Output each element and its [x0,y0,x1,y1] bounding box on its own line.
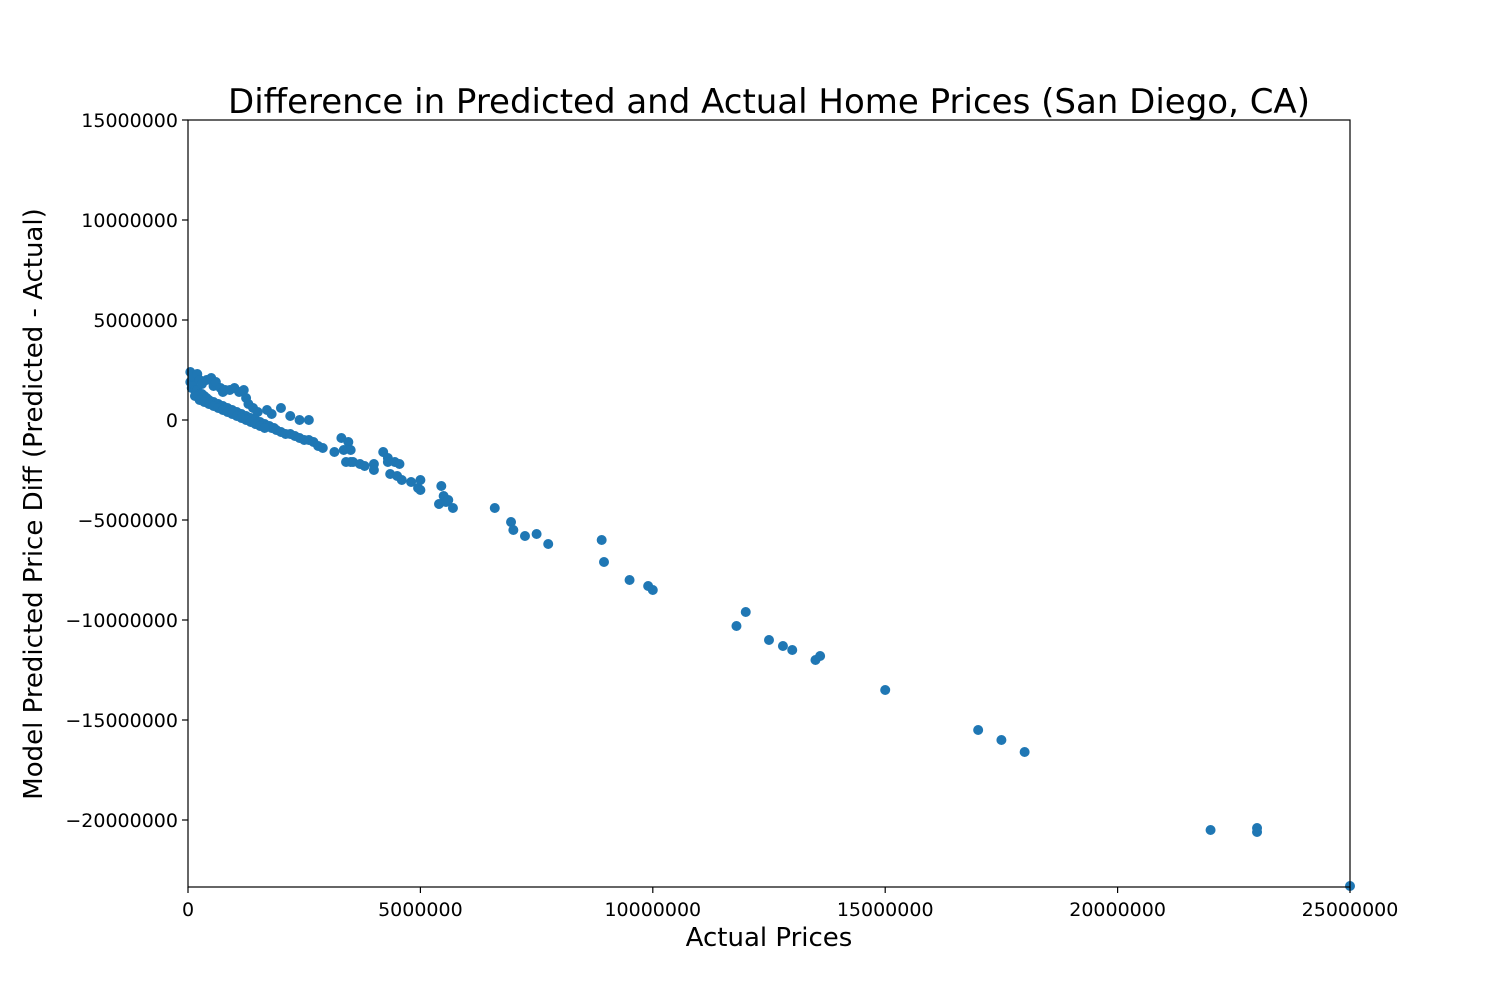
data-point [880,685,891,695]
data-point [1252,827,1263,837]
x-axis: 0 5000000 10000000 15000000 20000000 25000000 [182,887,1398,921]
data-point [1205,825,1216,835]
data-point [740,607,751,617]
data-point [787,645,798,655]
y-tick-label: −5000000 [77,510,178,532]
y-tick-label: −10000000 [65,610,178,632]
data-point [415,475,426,485]
x-tick-label: 20000000 [1069,899,1166,921]
data-point [238,385,249,395]
data-point [531,529,542,539]
plot-frame [187,119,1351,888]
y-tick-label: 5000000 [93,310,178,332]
data-point [394,459,405,469]
y-tick-label: −20000000 [65,810,178,832]
x-tick-label: 10000000 [604,899,701,921]
data-point [406,477,417,487]
data-point [598,557,609,567]
data-point [396,475,407,485]
data-point [519,531,530,541]
data-point [508,525,519,535]
data-point [506,517,517,527]
data-point [447,503,458,513]
y-tick-label: 15000000 [81,110,178,132]
data-point [647,585,658,595]
x-axis-title: Actual Prices [686,923,853,953]
data-point [303,415,314,425]
y-tick-label: 10000000 [81,210,178,232]
data-point [338,445,349,455]
data-point [777,641,788,651]
data-point [345,445,356,455]
data-point [731,621,742,631]
x-tick-label: 0 [182,899,194,921]
data-point [368,465,379,475]
data-point [1019,747,1030,757]
chart-title: Difference in Predicted and Actual Home … [228,82,1310,122]
x-tick-label: 15000000 [837,899,934,921]
data-point [275,403,286,413]
data-point [596,535,607,545]
data-point [996,735,1007,745]
data-point [266,409,277,419]
y-axis-title: Model Predicted Price Diff (Predicted - … [19,208,49,799]
data-point [252,407,263,417]
data-points [185,367,1355,891]
data-point [436,481,447,491]
data-point [329,447,340,457]
data-point [259,423,270,433]
data-point [624,575,635,585]
data-point [415,485,426,495]
x-tick-label: 25000000 [1302,899,1399,921]
data-point [359,461,370,471]
data-point [382,457,393,467]
x-tick-label: 5000000 [378,899,463,921]
data-point [317,443,328,453]
data-point [343,437,354,447]
y-axis: 15000000 10000000 5000000 0 −5000000 −1000000… [65,110,188,832]
data-point [543,539,554,549]
data-point [764,635,774,645]
data-point [815,651,826,661]
data-point [285,411,296,421]
data-point [973,725,984,735]
data-point [443,495,454,505]
y-tick-label: 0 [166,410,178,432]
data-point [489,503,500,513]
y-tick-label: −15000000 [65,710,178,732]
data-point [294,415,305,425]
